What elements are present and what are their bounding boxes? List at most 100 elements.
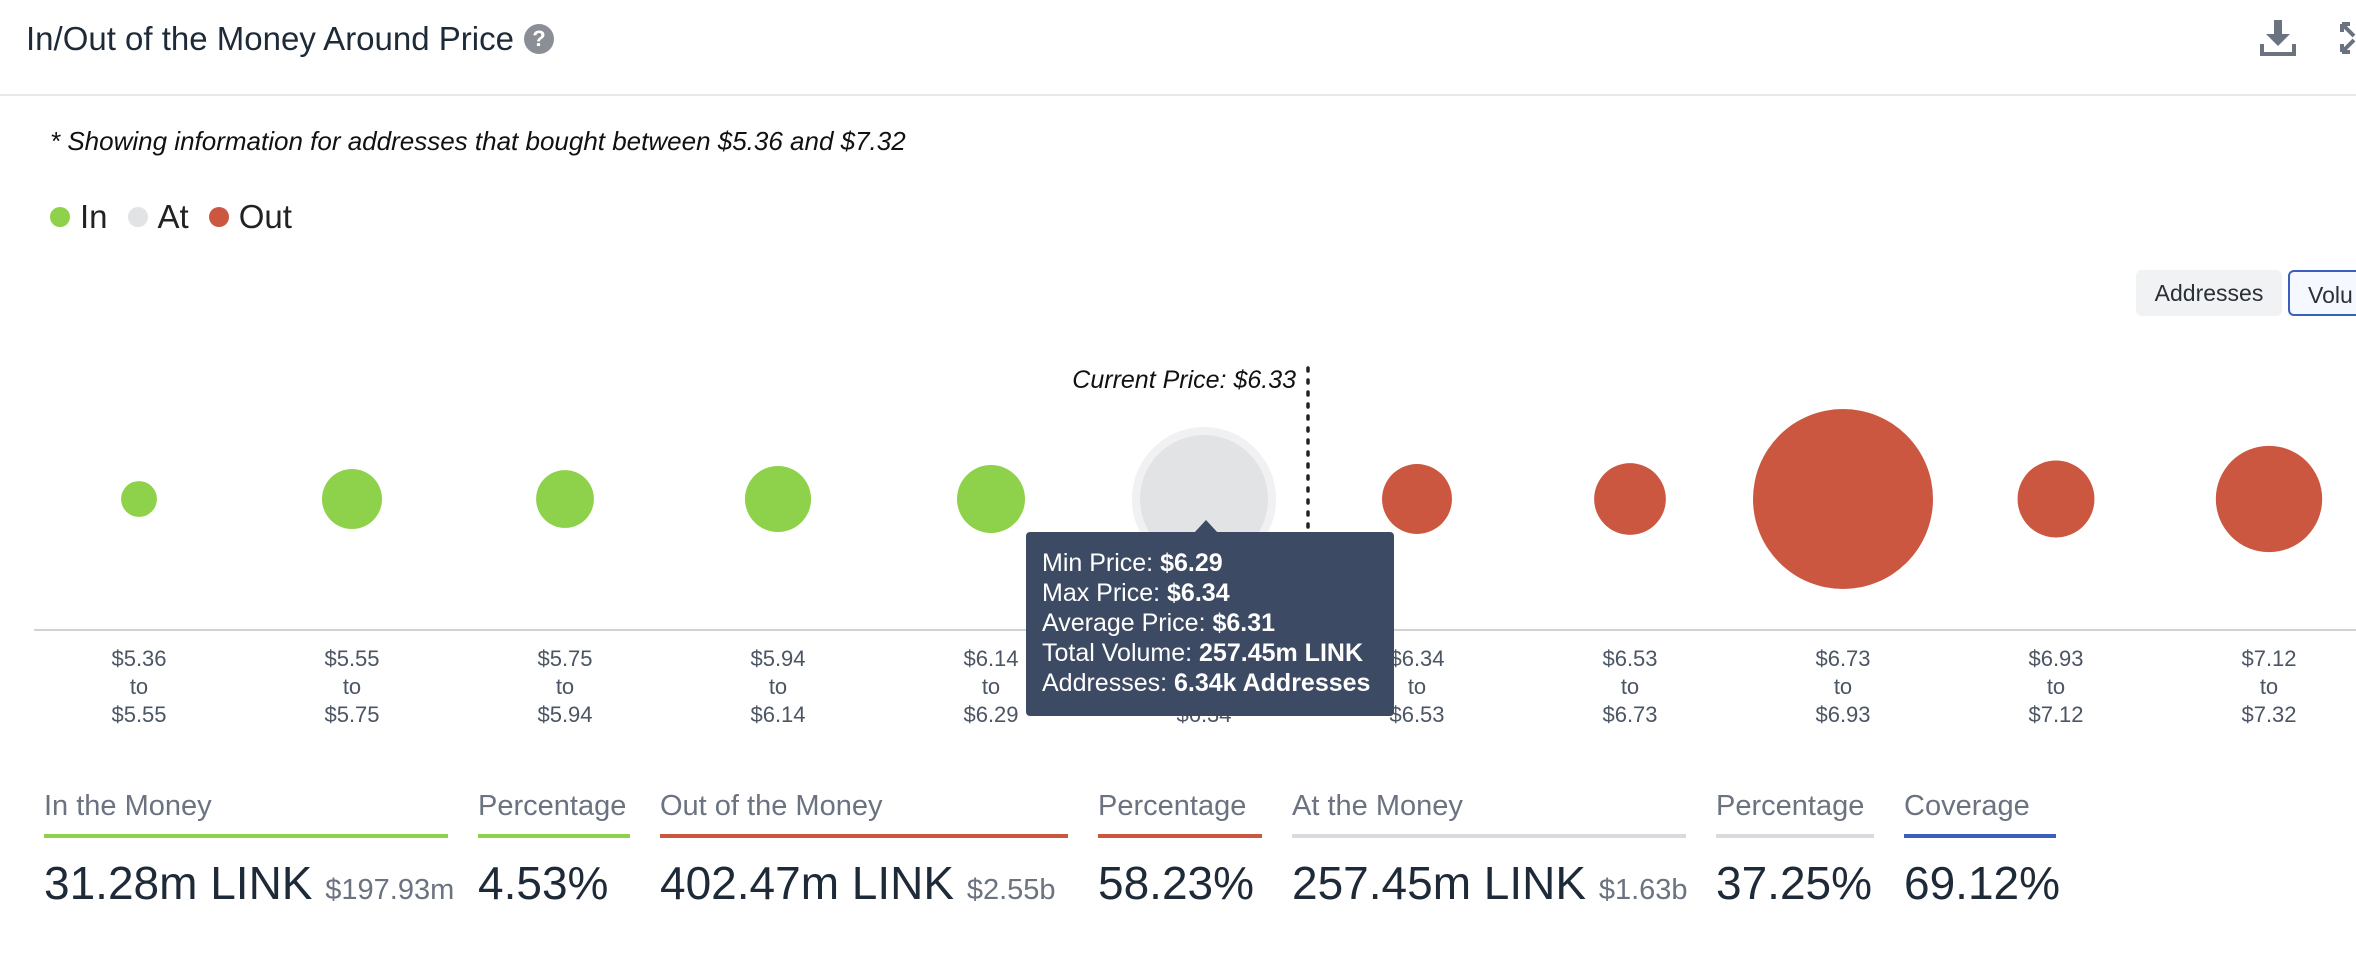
- tooltip-avg-value: $6.31: [1212, 609, 1276, 637]
- tick-label-7-1: $6.34: [1389, 646, 1444, 671]
- tick-label-4-2: to: [769, 674, 787, 699]
- tick-label-2-2: to: [343, 674, 361, 699]
- stat-label: Percentage: [1716, 790, 1865, 822]
- tooltip-min-value: $6.29: [1160, 549, 1223, 577]
- tick-label-1-2: to: [130, 674, 148, 699]
- tooltip-volume-value: 257.45m LINK: [1199, 639, 1363, 667]
- range-note: * Showing information for addresses that…: [50, 126, 906, 156]
- tick-label-3-1: $5.75: [537, 646, 592, 671]
- bubble-2: [322, 469, 382, 529]
- legend-label-at: At: [157, 198, 189, 235]
- tick-label-4-3: $6.14: [750, 702, 805, 727]
- stat-label: Percentage: [1098, 790, 1247, 822]
- stat-label: In the Money: [44, 790, 212, 822]
- bubble-11: [2215, 445, 2323, 553]
- stat-value: 31.28m LINK $197.93m: [44, 856, 454, 910]
- tooltip-addresses-value: 6.34k Addresses: [1174, 669, 1371, 697]
- stat-underline: [1292, 834, 1686, 838]
- legend-dot-in: [50, 207, 70, 227]
- tick-label-5-1: $6.14: [963, 646, 1018, 671]
- stat-label: Coverage: [1904, 790, 2030, 822]
- stat-usd: $197.93m: [325, 874, 455, 906]
- bubble-9: [1753, 409, 1933, 589]
- stat-label: At the Money: [1292, 790, 1463, 822]
- stat-out-percentage: Percentage 58.23%: [1098, 790, 1262, 910]
- volume-toggle-button[interactable]: Volu: [2288, 270, 2356, 316]
- tooltip-volume-label: Total Volume:: [1042, 639, 1200, 667]
- tick-label-7-3: $6.53: [1389, 702, 1444, 727]
- bubble-3: [536, 470, 594, 528]
- legend-item-out[interactable]: Out: [208, 198, 292, 236]
- tick-label-9-1: $6.73: [1815, 646, 1870, 671]
- tooltip-max-row: Max Price: $6.34: [1042, 578, 1378, 608]
- stat-underline: [1098, 834, 1262, 838]
- tick-label-8-2: to: [1621, 674, 1639, 699]
- tick-label-2-1: $5.55: [324, 646, 379, 671]
- stat-label: Out of the Money: [660, 790, 883, 822]
- stat-amount: 31.28m LINK: [44, 857, 313, 909]
- help-icon[interactable]: ?: [524, 24, 554, 54]
- stat-usd: $2.55b: [966, 874, 1056, 906]
- stat-underline: [478, 834, 630, 838]
- summary-stats: In the Money 31.28m LINK $197.93m Percen…: [0, 790, 2356, 966]
- tick-label-2-3: $5.75: [324, 702, 379, 727]
- panel-header: In/Out of the Money Around Price ?: [0, 0, 2356, 96]
- bubble-7: [1382, 464, 1452, 534]
- tooltip-avg-row: Average Price: $6.31: [1042, 608, 1378, 638]
- tooltip-arrow: [1194, 520, 1218, 533]
- tick-label-8-3: $6.73: [1602, 702, 1657, 727]
- legend-item-in[interactable]: In: [50, 198, 108, 236]
- money-chart: Current Price: $6.33 $5.36 to $5.55 $5.55 to $…: [34, 366, 2356, 727]
- stat-at-the-money: At the Money 257.45m LINK $1.63b: [1292, 790, 1688, 910]
- tooltip-volume-row: Total Volume: 257.45m LINK: [1042, 638, 1378, 668]
- stat-value: 58.23%: [1098, 857, 1255, 909]
- tick-label-11-1: $7.12: [2241, 646, 2296, 671]
- bubble-5: [956, 464, 1026, 534]
- bubble-8: [1594, 463, 1666, 535]
- stat-underline: [1904, 834, 2056, 838]
- tick-label-9-3: $6.93: [1815, 702, 1870, 727]
- tooltip-avg-label: Average Price:: [1042, 609, 1213, 637]
- stat-value: 402.47m LINK $2.55b: [660, 856, 1068, 910]
- tooltip-min-row: Min Price: $6.29: [1042, 548, 1378, 578]
- addresses-toggle-button[interactable]: Addresses: [2136, 270, 2282, 316]
- stat-amount: 402.47m LINK: [660, 857, 955, 909]
- tooltip-max-label: Max Price:: [1042, 579, 1168, 607]
- stat-underline: [44, 834, 448, 838]
- legend-dot-out: [208, 207, 229, 227]
- tick-label-10-1: $6.93: [2028, 646, 2083, 671]
- chart-tooltip: Min Price: $6.29 Max Price: $6.34 Averag…: [1026, 532, 1394, 716]
- tick-label-4-1: $5.94: [750, 646, 805, 671]
- tooltip-addresses-label: Addresses:: [1042, 669, 1175, 697]
- stat-label: Percentage: [478, 790, 627, 822]
- tick-label-10-2: to: [2047, 674, 2065, 699]
- bubble-10: [2017, 460, 2095, 538]
- stat-value: 69.12%: [1904, 857, 2061, 909]
- tooltip-addresses-row: Addresses: 6.34k Addresses: [1042, 668, 1378, 698]
- tick-label-3-3: $5.94: [537, 702, 592, 727]
- expand-icon[interactable]: [2338, 18, 2356, 58]
- legend-label-out: Out: [238, 198, 292, 235]
- bubble-1: [121, 481, 157, 517]
- stat-in-percentage: Percentage 4.53%: [478, 790, 630, 910]
- stat-at-percentage: Percentage 37.25%: [1716, 790, 1874, 910]
- legend-item-at[interactable]: At: [127, 198, 189, 236]
- stat-out-of-the-money: Out of the Money 402.47m LINK $2.55b: [660, 790, 1068, 910]
- stat-value: 257.45m LINK $1.63b: [1292, 856, 1688, 910]
- tick-label-10-3: $7.12: [2028, 702, 2083, 727]
- tick-label-11-2: to: [2260, 674, 2278, 699]
- legend-dot-at: [127, 207, 148, 227]
- tick-label-11-3: $7.32: [2241, 702, 2296, 727]
- tick-label-1-3: $5.55: [111, 702, 166, 727]
- current-price-label: Current Price: $6.33: [1072, 366, 1296, 394]
- stat-amount: 257.45m LINK: [1292, 857, 1587, 909]
- legend-label-in: In: [80, 198, 108, 235]
- tooltip-max-value: $6.34: [1167, 579, 1230, 607]
- stat-in-the-money: In the Money 31.28m LINK $197.93m: [44, 790, 454, 910]
- tick-label-5-3: $6.29: [963, 702, 1018, 727]
- tick-label-9-2: to: [1834, 674, 1852, 699]
- download-icon[interactable]: [2258, 18, 2298, 58]
- tick-label-1-1: $5.36: [111, 646, 166, 671]
- stat-value: 4.53%: [478, 857, 609, 909]
- tick-label-3-2: to: [556, 674, 574, 699]
